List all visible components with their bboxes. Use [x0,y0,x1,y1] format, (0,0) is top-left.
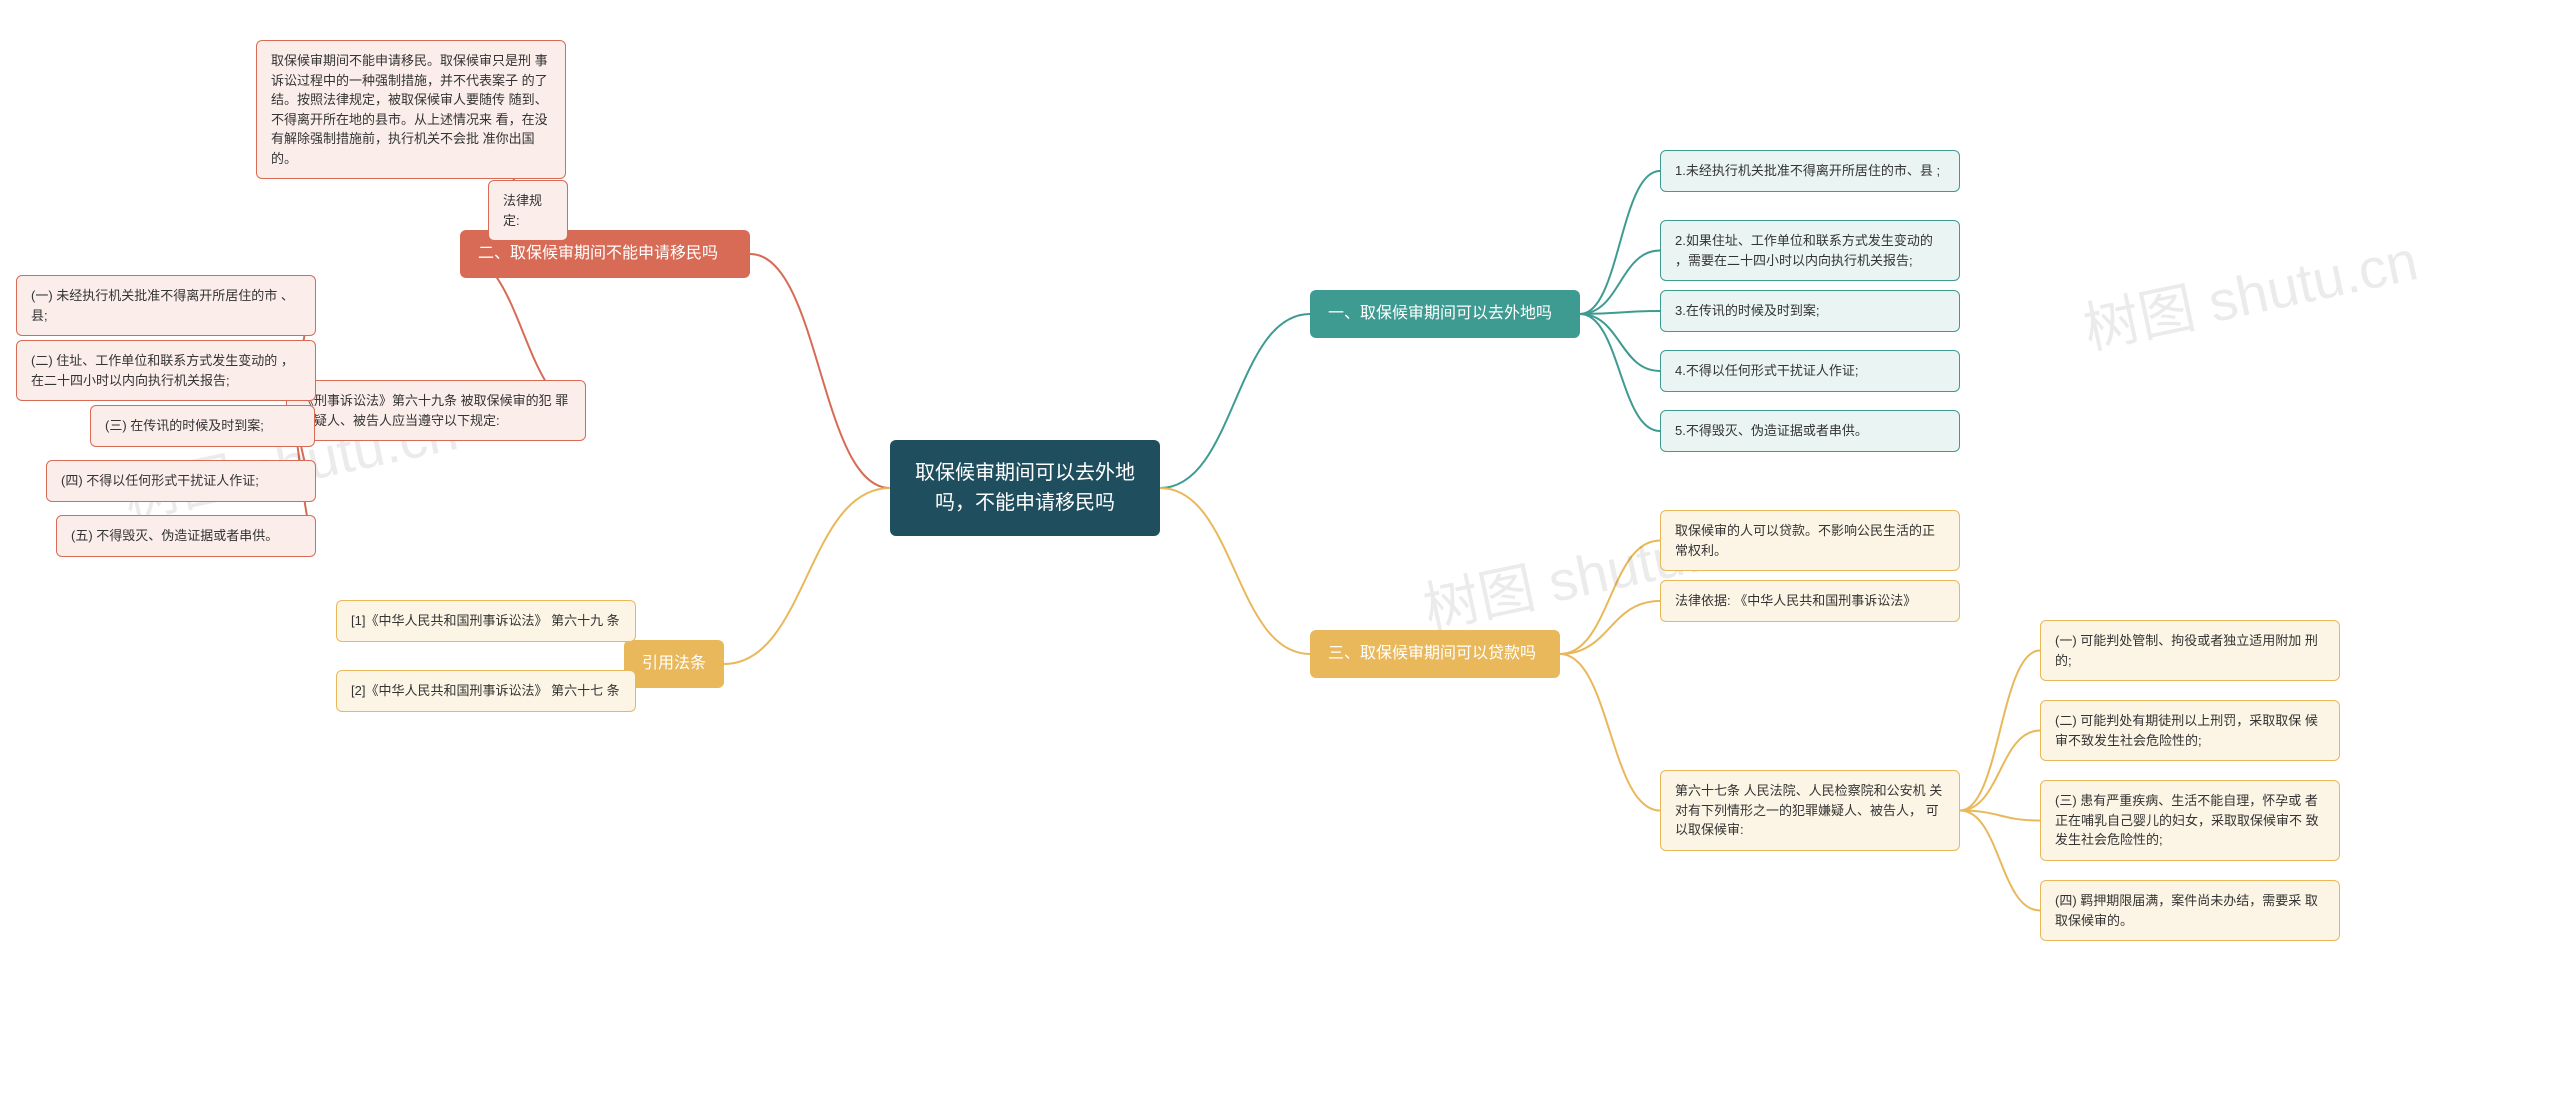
watermark: 树图 shutu.cn [2075,216,2424,366]
root-node: 取保候审期间可以去外地 吗，不能申请移民吗 [890,440,1160,536]
topic-1: 一、取保候审期间可以去外地吗 [1310,290,1580,338]
leaf-t2-3-1: (一) 未经执行机关批准不得离开所居住的市 、县; [16,275,316,336]
leaf-t4-2: [2]《中华人民共和国刑事诉讼法》 第六十七 条 [336,670,636,712]
leaf-t3-1: 取保候审的人可以贷款。不影响公民生活的正 常权利。 [1660,510,1960,571]
leaf-t2-1: 取保候审期间不能申请移民。取保候审只是刑 事诉讼过程中的一种强制措施，并不代表案… [256,40,566,179]
leaf-t2-3-4: (四) 不得以任何形式干扰证人作证; [46,460,316,502]
leaf-t3-3-2: (二) 可能判处有期徒刑以上刑罚，采取取保 候审不致发生社会危险性的; [2040,700,2340,761]
leaf-t3-3-3: (三) 患有严重疾病、生活不能自理，怀孕或 者正在哺乳自己婴儿的妇女，采取取保候… [2040,780,2340,861]
leaf-t1-3: 3.在传讯的时候及时到案; [1660,290,1960,332]
leaf-t2-3-3: (三) 在传讯的时候及时到案; [90,405,315,447]
leaf-t2-3: 《刑事诉讼法》第六十九条 被取保候审的犯 罪嫌疑人、被告人应当遵守以下规定: [286,380,586,441]
leaf-t2-3-2: (二) 住址、工作单位和联系方式发生变动的 ，在二十四小时以内向执行机关报告; [16,340,316,401]
leaf-t4-1: [1]《中华人民共和国刑事诉讼法》 第六十九 条 [336,600,636,642]
leaf-t3-3-1: (一) 可能判处管制、拘役或者独立适用附加 刑的; [2040,620,2340,681]
leaf-t2-2: 法律规定: [488,180,568,241]
leaf-t3-3: 第六十七条 人民法院、人民检察院和公安机 关对有下列情形之一的犯罪嫌疑人、被告人… [1660,770,1960,851]
leaf-t1-5: 5.不得毁灭、伪造证据或者串供。 [1660,410,1960,452]
leaf-t3-2: 法律依据: 《中华人民共和国刑事诉讼法》 [1660,580,1960,622]
leaf-t1-4: 4.不得以任何形式干扰证人作证; [1660,350,1960,392]
topic-3: 三、取保候审期间可以贷款吗 [1310,630,1560,678]
leaf-t1-2: 2.如果住址、工作单位和联系方式发生变动的 ，需要在二十四小时以内向执行机关报告… [1660,220,1960,281]
leaf-t1-1: 1.未经执行机关批准不得离开所居住的市、县 ; [1660,150,1960,192]
topic-4: 引用法条 [624,640,724,688]
leaf-t3-3-4: (四) 羁押期限届满，案件尚未办结，需要采 取取保候审的。 [2040,880,2340,941]
leaf-t2-3-5: (五) 不得毁灭、伪造证据或者串供。 [56,515,316,557]
